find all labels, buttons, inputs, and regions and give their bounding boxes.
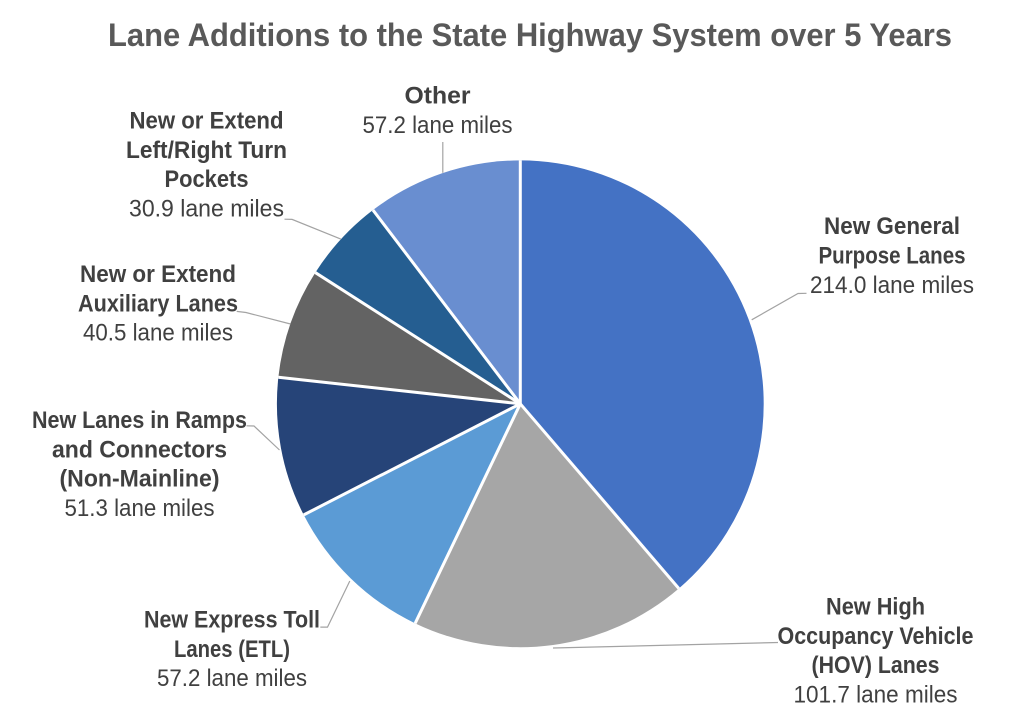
- svg-text:New or Extend: New or Extend: [80, 261, 236, 288]
- svg-text:Lanes (ETL): Lanes (ETL): [174, 636, 290, 663]
- svg-text:and Connectors: and Connectors: [52, 436, 227, 463]
- svg-text:Pockets: Pockets: [165, 166, 249, 193]
- svg-text:Auxiliary Lanes: Auxiliary Lanes: [78, 290, 238, 317]
- svg-text:Lane Additions to the State Hi: Lane Additions to the State Highway Syst…: [108, 17, 952, 53]
- svg-text:Purpose Lanes: Purpose Lanes: [819, 243, 966, 270]
- svg-text:51.3 lane miles: 51.3 lane miles: [65, 495, 215, 522]
- svg-text:Occupancy Vehicle: Occupancy Vehicle: [778, 623, 974, 650]
- svg-text:30.9 lane miles: 30.9 lane miles: [129, 195, 284, 222]
- svg-text:40.5 lane miles: 40.5 lane miles: [83, 320, 233, 347]
- svg-text:(HOV) Lanes: (HOV) Lanes: [812, 652, 940, 679]
- svg-text:Other: Other: [405, 83, 471, 110]
- svg-text:New Express Toll: New Express Toll: [144, 607, 320, 634]
- svg-text:Left/Right Turn: Left/Right Turn: [126, 137, 287, 164]
- svg-text:New General: New General: [824, 213, 960, 240]
- svg-text:New High: New High: [826, 594, 925, 621]
- svg-text:57.2 lane miles: 57.2 lane miles: [157, 665, 307, 692]
- svg-text:New Lanes in Ramps: New Lanes in Ramps: [32, 407, 247, 434]
- svg-text:New or Extend: New or Extend: [130, 108, 284, 135]
- svg-text:101.7 lane miles: 101.7 lane miles: [794, 681, 958, 708]
- svg-text:(Non-Mainline): (Non-Mainline): [60, 466, 220, 493]
- svg-text:57.2 lane miles: 57.2 lane miles: [363, 112, 513, 139]
- svg-text:214.0 lane miles: 214.0 lane miles: [810, 272, 974, 299]
